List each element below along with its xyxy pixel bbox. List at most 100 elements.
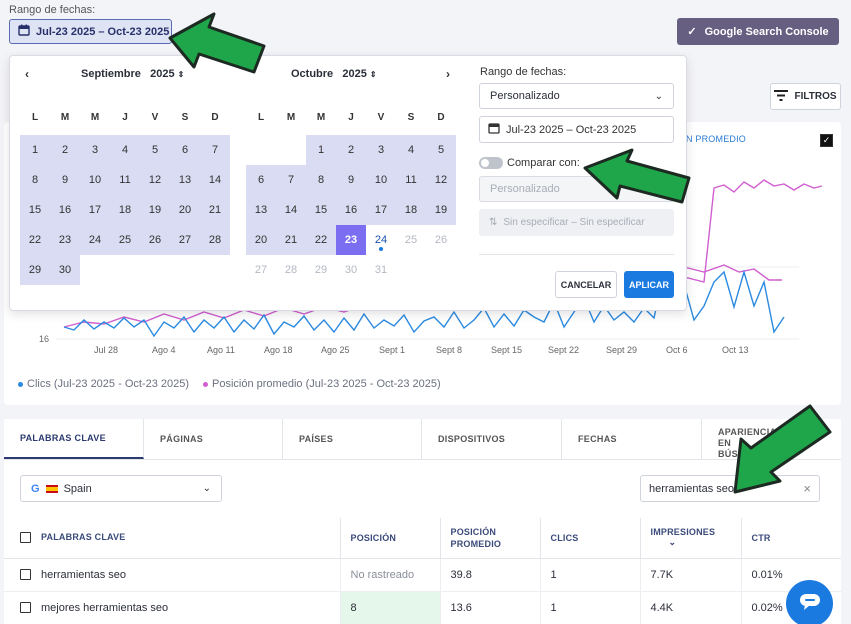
calendar-day[interactable]: 21 [276,225,306,255]
calendar-day[interactable]: 22 [306,225,336,255]
calendar-day[interactable]: 20 [170,195,200,225]
calendar-day[interactable]: 28 [284,264,298,276]
date-range-button[interactable]: Jul-23 2025 – Oct-23 2025 [9,19,172,44]
calendar-day[interactable]: 10 [366,165,396,195]
apply-button[interactable]: APLICAR [624,271,674,298]
calendar-day[interactable]: 8 [20,165,50,195]
calendar-day[interactable]: 3 [80,135,110,165]
calendar-day[interactable]: 6 [170,135,200,165]
tab-fechas[interactable]: FECHAS [562,419,702,459]
calendar-day[interactable]: 29 [314,264,328,276]
calendar-day[interactable]: 20 [246,225,276,255]
compare-toggle[interactable] [479,157,503,169]
calendar-day[interactable]: 16 [336,195,366,225]
calendar-day[interactable]: 19 [426,195,456,225]
calendar-day[interactable]: 4 [110,135,140,165]
legend-item-position[interactable]: Posición promedio (Jul-23 2025 - Oct-23 … [203,378,441,390]
calendar-day[interactable]: 29 [20,255,50,285]
keyword-search-input[interactable]: herramientas seo × [640,475,820,502]
calendar-day[interactable]: 11 [396,165,426,195]
calendar-day[interactable]: 18 [110,195,140,225]
calendar-day[interactable]: 17 [366,195,396,225]
range-preset-select[interactable]: Personalizado ⌄ [479,83,674,109]
calendar-day[interactable]: 1 [306,135,336,165]
range-input[interactable]: Jul-23 2025 – Oct-23 2025 [479,116,674,143]
calendar-day[interactable]: 8 [306,165,336,195]
calendar-day[interactable]: 30 [50,255,80,285]
column-header-keywords[interactable]: PALABRAS CLAVE [4,518,341,559]
calendar-day[interactable]: 1 [20,135,50,165]
month-header-oct[interactable]: Octubre 2025 ⇕ [291,68,377,80]
calendar-day[interactable]: 27 [170,225,200,255]
prev-month-icon[interactable]: ‹ [25,67,29,81]
tab-paises[interactable]: PAÍSES [283,419,422,459]
filters-button[interactable]: FILTROS [770,83,841,110]
column-header-impressions[interactable]: IMPRESIONES ⌄ [640,518,742,559]
calendar-day[interactable]: 24 [80,225,110,255]
row-checkbox[interactable] [20,602,31,614]
calendar-day[interactable]: 10 [80,165,110,195]
calendar-day[interactable]: 28 [200,225,230,255]
select-all-checkbox[interactable] [20,532,31,544]
cancel-button[interactable]: CANCELAR [555,271,617,298]
tab-paginas[interactable]: PÁGINAS [144,419,283,459]
calendar-day[interactable]: 13 [170,165,200,195]
google-search-console-button[interactable]: ✓ Google Search Console [677,18,839,45]
calendar-day[interactable]: 7 [200,135,230,165]
calendar-day[interactable]: 25 [110,225,140,255]
tab-apariencia-busqueda[interactable]: APARIENCIA EN BÚSQUEDA [718,427,777,459]
calendar-day[interactable]: 23 [50,225,80,255]
calendar-day[interactable]: 26 [434,234,448,246]
compare-range-input[interactable]: ⇅ Sin especificar – Sin especificar [479,209,674,236]
calendar-day[interactable]: 3 [366,135,396,165]
calendar-day[interactable]: 12 [426,165,456,195]
calendar-day[interactable]: 5 [140,135,170,165]
calendar-day[interactable]: 18 [396,195,426,225]
calendar-day[interactable]: 6 [246,165,276,195]
column-header-position[interactable]: POSICIÓN [340,518,441,559]
calendar-day[interactable]: 9 [50,165,80,195]
chat-button[interactable] [786,580,833,624]
column-header-ctr[interactable]: CTR [741,518,841,559]
compare-preset-select[interactable]: Personalizado [479,176,674,202]
legend-item-clicks[interactable]: Clics (Jul-23 2025 - Oct-23 2025) [18,378,189,390]
calendar-day[interactable]: 30 [344,264,358,276]
calendar-day[interactable]: 7 [276,165,306,195]
calendar-day[interactable]: 14 [276,195,306,225]
calendar-day[interactable]: 11 [110,165,140,195]
calendar-day[interactable]: 27 [254,264,268,276]
calendar-day[interactable]: 31 [374,264,388,276]
row-checkbox[interactable] [20,569,31,581]
country-select[interactable]: G Spain ⌄ [20,475,222,502]
calendar-day[interactable]: 21 [200,195,230,225]
column-header-avg-position[interactable]: POSICIÓN PROMEDIO [440,518,541,559]
calendar-day[interactable]: 25 [404,234,418,246]
calendar-day[interactable]: 17 [80,195,110,225]
tab-dispositivos[interactable]: DISPOSITIVOS [422,419,562,459]
calendar-day[interactable]: 2 [336,135,366,165]
calendar-day[interactable]: 12 [140,165,170,195]
calendar-day[interactable]: 2 [50,135,80,165]
calendar-day[interactable]: 26 [140,225,170,255]
calendar-day[interactable]: 19 [140,195,170,225]
series-toggle-checkbox[interactable]: ✓ [820,134,833,147]
calendar-day[interactable]: 15 [20,195,50,225]
clear-icon[interactable]: × [803,481,811,496]
column-header-clicks[interactable]: CLICS [540,518,641,559]
calendar-day[interactable]: 4 [396,135,426,165]
calendar-day[interactable]: 5 [426,135,456,165]
next-month-icon[interactable]: › [446,67,450,81]
keyword-cell[interactable]: herramientas seo [4,558,341,592]
keyword-cell[interactable]: mejores herramientas seo [4,591,341,624]
calendar-day[interactable]: 13 [246,195,276,225]
calendar-day[interactable]: 9 [336,165,366,195]
calendar-day[interactable]: 23 [336,225,366,255]
calendar-day[interactable]: 15 [306,195,336,225]
calendar-day[interactable]: 24 [366,225,396,255]
calendar-day[interactable]: 22 [20,225,50,255]
calendar-day[interactable]: 14 [200,165,230,195]
month-header-sept[interactable]: Septiembre 2025 ⇕ [81,68,184,80]
calendar-day[interactable]: 16 [50,195,80,225]
legend-dot-icon [18,381,23,387]
tab-palabras-clave[interactable]: PALABRAS CLAVE [4,419,144,459]
